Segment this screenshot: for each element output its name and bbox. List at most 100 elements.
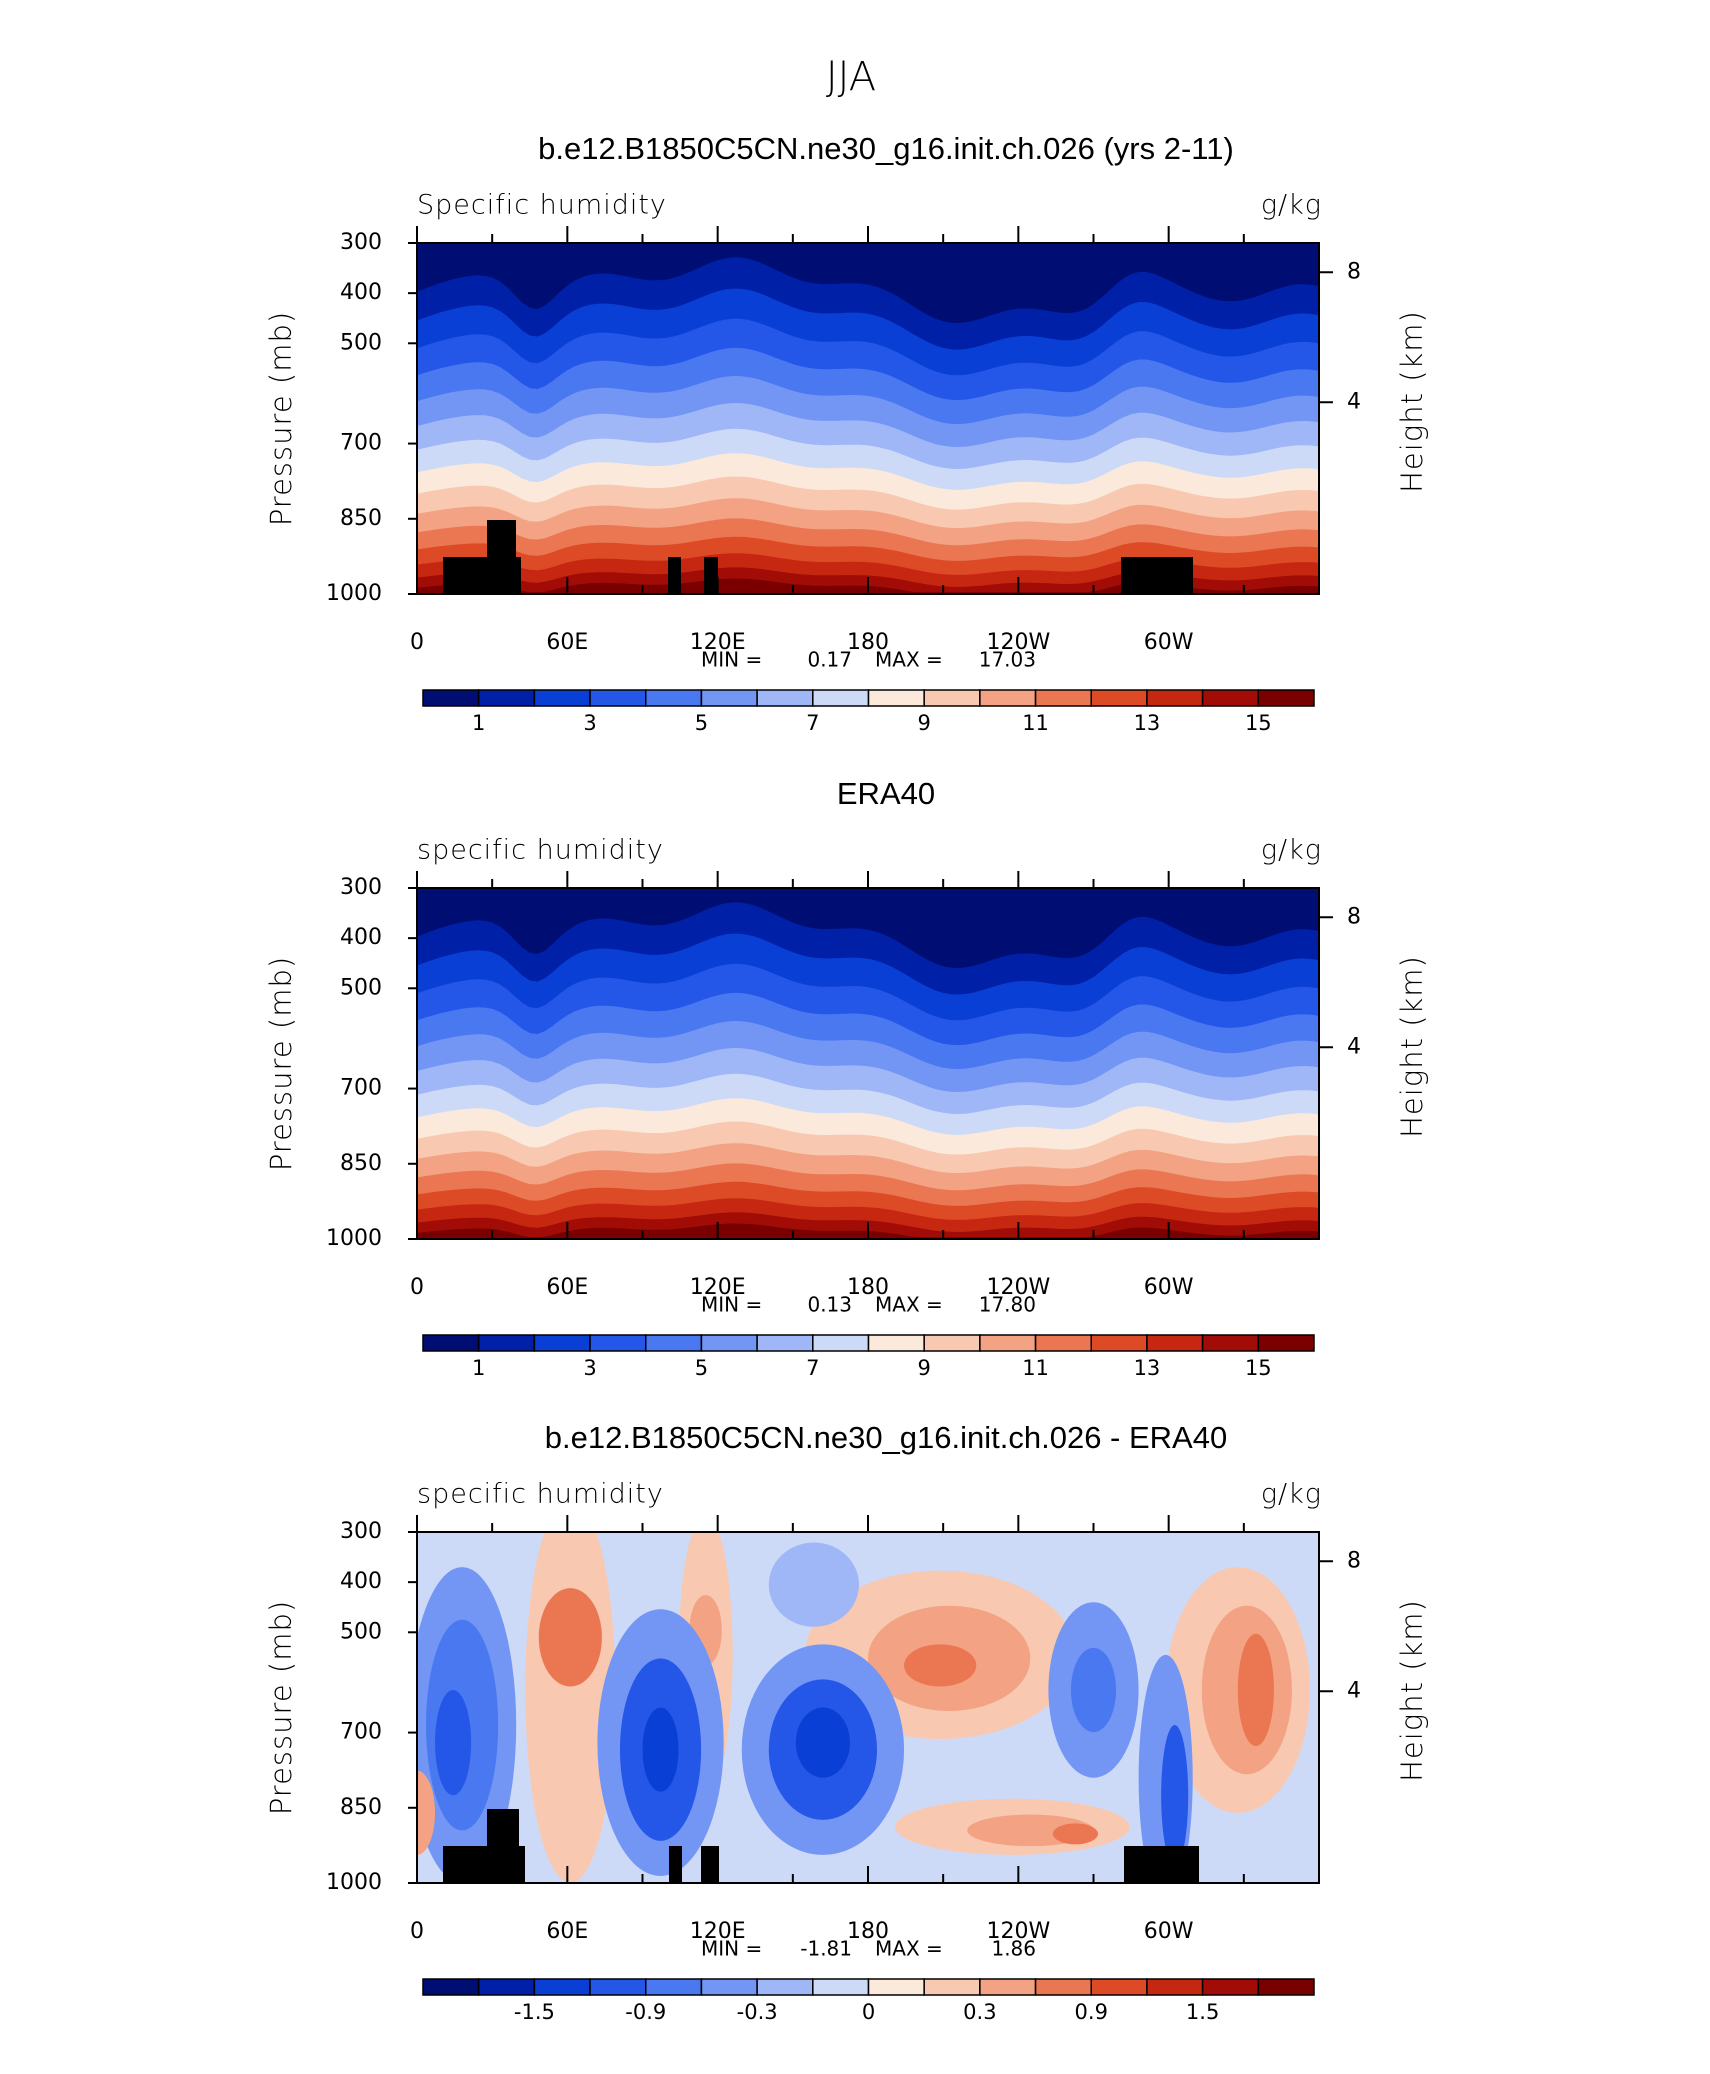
y-tick-label: 1000 [326, 581, 382, 606]
panel: b.e12.B1850C5CN.ne30_g16.init.ch.026 (yr… [264, 131, 1429, 735]
x-tick-label: 60E [546, 1919, 588, 1944]
panel-title: ERA40 [837, 776, 935, 811]
colorbar-box [1090, 1334, 1148, 1352]
y-axis-label: Pressure (mb) [264, 956, 298, 1171]
min-value: 0.17 [807, 648, 852, 672]
min-label: MIN = [701, 648, 762, 672]
y2-axis-label: Height (km) [1395, 1599, 1429, 1782]
field-shade [795, 1707, 850, 1778]
y-tick-label: 850 [340, 1151, 382, 1176]
terrain [1121, 557, 1193, 594]
y-tick-label: 400 [340, 925, 382, 950]
y-tick-label: 400 [340, 280, 382, 305]
max-value: 17.03 [979, 648, 1036, 672]
y-tick-label: 300 [340, 875, 382, 900]
max-label: MAX = [875, 1293, 943, 1317]
colorbar-label: 1.5 [1186, 2000, 1219, 2024]
min-value: 0.13 [807, 1293, 852, 1317]
x-tick-label: 0 [410, 1919, 424, 1944]
colorbar-box [422, 1334, 480, 1352]
colorbar-box [477, 1334, 536, 1352]
field-shade [1237, 1633, 1274, 1747]
y2-tick-label: 8 [1347, 1548, 1361, 1573]
max-label: MAX = [875, 1937, 943, 1961]
colorbar-box [477, 689, 536, 707]
x-tick-label: 120W [986, 1919, 1050, 1944]
colorbar-box [1146, 689, 1204, 707]
colorbar-box [589, 1334, 647, 1352]
contour-field [417, 888, 1319, 1239]
field-shade [1161, 1725, 1189, 1866]
y2-tick-label: 4 [1347, 1034, 1361, 1059]
y-tick-label: 700 [340, 1720, 382, 1745]
field-shade [1052, 1823, 1099, 1845]
units-label: g/kg [1261, 1479, 1322, 1510]
terrain [669, 1846, 682, 1883]
field-shade [642, 1707, 679, 1792]
colorbar-label: 13 [1134, 711, 1161, 735]
y-axis-label: Pressure (mb) [264, 1600, 298, 1815]
y-tick-label: 400 [340, 1569, 382, 1594]
min-value: -1.81 [800, 1937, 852, 1961]
colorbar-box [1201, 1334, 1260, 1352]
terrain-mask [443, 1809, 1199, 1883]
field-shade [768, 1542, 859, 1627]
colorbar-box [533, 1978, 591, 1996]
colorbar-label: 11 [1022, 711, 1049, 735]
x-tick-label: 120E [690, 630, 746, 655]
colorbar-box [979, 689, 1037, 707]
field-label: Specific humidity [417, 190, 667, 221]
max-value: 1.86 [991, 1937, 1036, 1961]
colorbar-label: 13 [1134, 1356, 1161, 1380]
y-tick-label: 1000 [326, 1870, 382, 1895]
terrain [704, 557, 718, 594]
x-tick-label: 180 [847, 1275, 889, 1300]
x-tick-label: 120E [690, 1919, 746, 1944]
colorbar-box [867, 1334, 925, 1352]
colorbar-box [700, 1978, 758, 1996]
y-axis-label: Pressure (mb) [264, 311, 298, 526]
colorbar-box [645, 1334, 703, 1352]
colorbar-label: -1.5 [514, 2000, 555, 2024]
colorbar-box [979, 1334, 1037, 1352]
colorbar-box [867, 689, 925, 707]
terrain [1124, 1846, 1199, 1883]
y-tick-label: 850 [340, 1795, 382, 1820]
colorbar-box [700, 689, 758, 707]
colorbar-label: 7 [806, 711, 819, 735]
colorbar-box [867, 1978, 925, 1996]
colorbar-box [422, 689, 480, 707]
y-tick-label: 700 [340, 431, 382, 456]
colorbar-box [1034, 1334, 1092, 1352]
colorbar-label: 1 [472, 1356, 485, 1380]
colorbar-box [589, 1978, 647, 1996]
colorbar-box [979, 1978, 1037, 1996]
colorbar-label: 3 [583, 711, 596, 735]
colorbar-box [756, 1334, 814, 1352]
colorbar-box [1201, 689, 1260, 707]
y2-tick-label: 4 [1347, 389, 1361, 414]
colorbar-box [812, 689, 870, 707]
colorbar-box [1146, 1978, 1204, 1996]
field-shade [904, 1644, 977, 1687]
y-tick-label: 700 [340, 1076, 382, 1101]
x-tick-label: 60E [546, 1275, 588, 1300]
y-tick-label: 500 [340, 330, 382, 355]
x-tick-label: 60W [1144, 1919, 1194, 1944]
y-tick-label: 850 [340, 506, 382, 531]
y-tick-label: 1000 [326, 1226, 382, 1251]
terrain [487, 520, 516, 594]
terrain-mask [443, 520, 1193, 594]
colorbar-label: 7 [806, 1356, 819, 1380]
field-shade [538, 1588, 602, 1687]
x-tick-label: 60W [1144, 630, 1194, 655]
panel-title: b.e12.B1850C5CN.ne30_g16.init.ch.026 - E… [545, 1420, 1227, 1455]
colorbar-box [1034, 689, 1092, 707]
y2-axis-label: Height (km) [1395, 310, 1429, 493]
y2-axis-label: Height (km) [1395, 955, 1429, 1138]
y2-tick-label: 4 [1347, 1678, 1361, 1703]
colorbar-label: 5 [695, 1356, 708, 1380]
y-tick-label: 500 [340, 1619, 382, 1644]
panel-title: b.e12.B1850C5CN.ne30_g16.init.ch.026 (yr… [538, 131, 1234, 166]
